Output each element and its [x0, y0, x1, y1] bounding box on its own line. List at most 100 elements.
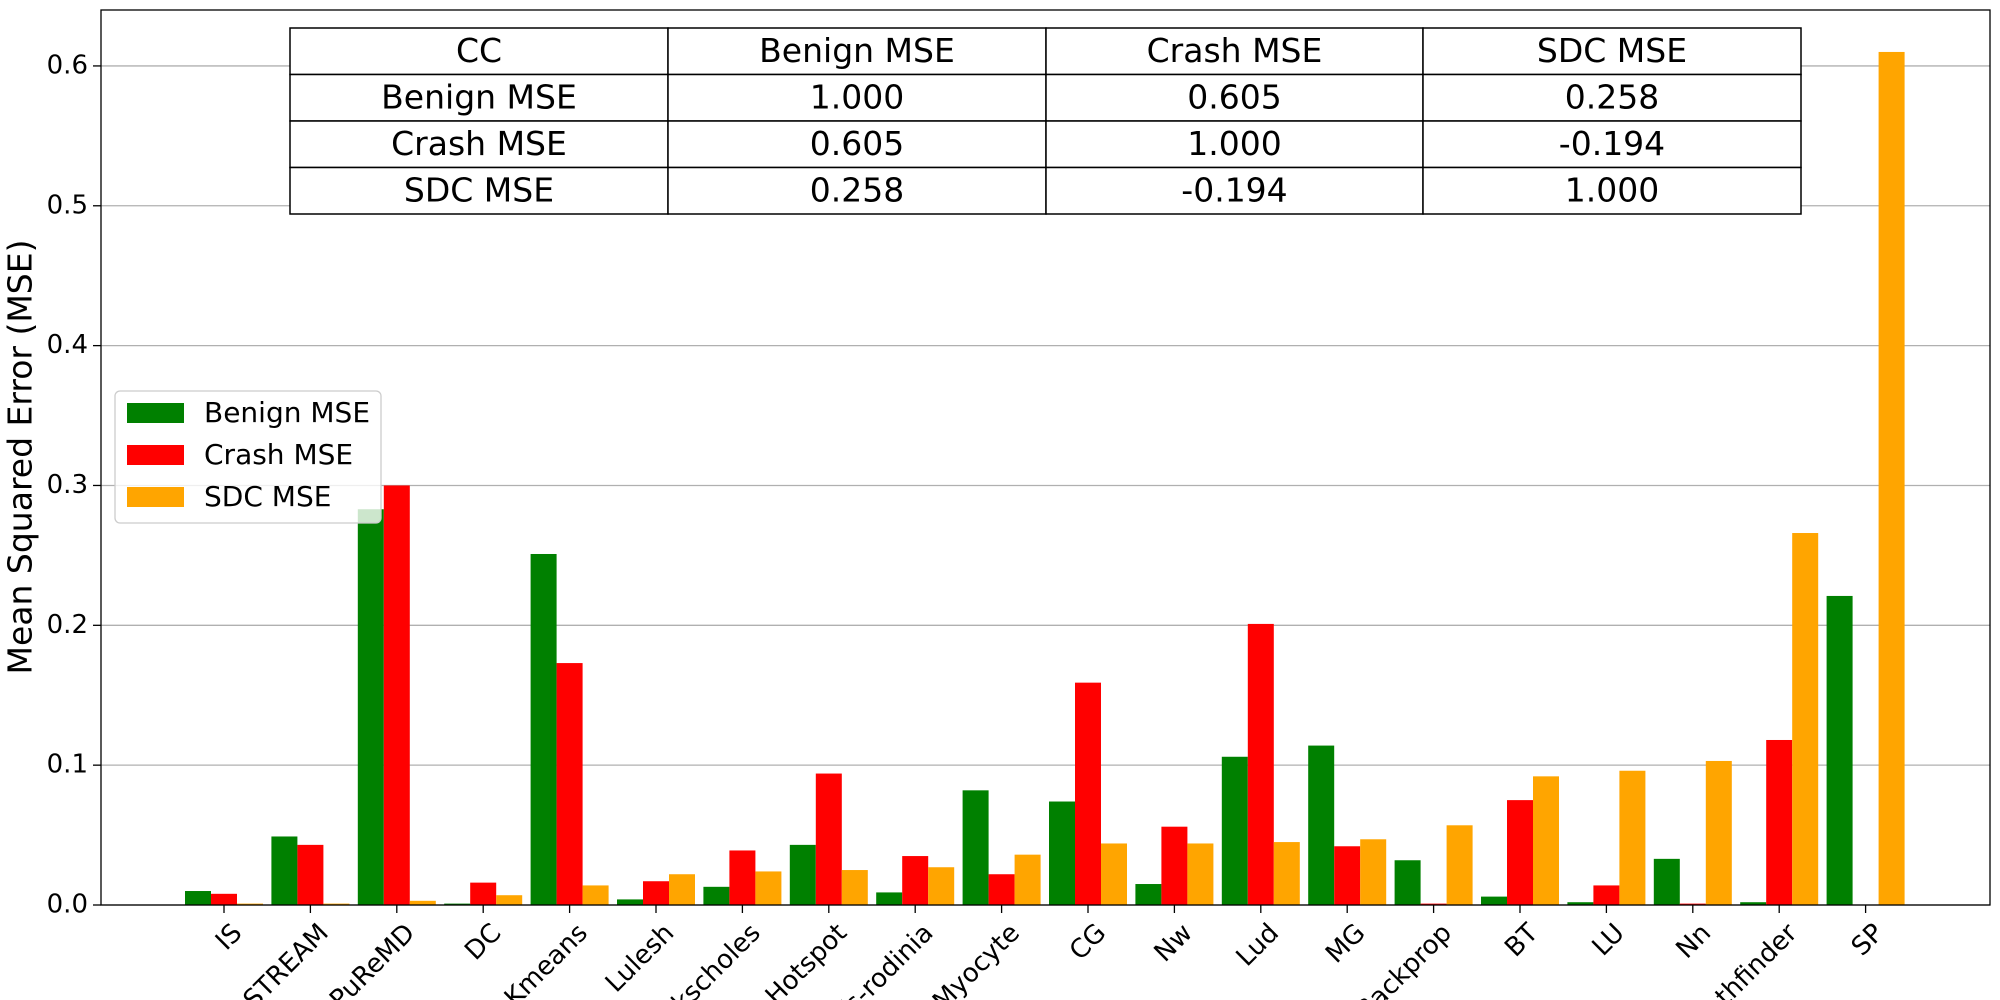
legend-swatch [127, 445, 184, 465]
x-tick-label: Nn [1670, 918, 1717, 965]
bar [902, 856, 929, 905]
table-cell [289, 120, 669, 169]
legend-swatch [127, 487, 184, 507]
x-tick-label: MG [1320, 918, 1371, 969]
y-tick-label: 0.1 [47, 750, 88, 780]
x-tick-label: SP [1846, 918, 1890, 962]
table-cell-text: 0.605 [1187, 77, 1281, 116]
bar [962, 790, 989, 905]
legend-label: Crash MSE [204, 438, 353, 471]
table-cell [1045, 166, 1424, 215]
legend-label: SDC MSE [204, 480, 331, 513]
table-cell-text: 1.000 [810, 77, 904, 116]
bar [988, 874, 1015, 905]
x-tick-label: BT [1499, 918, 1544, 963]
y-tick-label: 0.4 [47, 330, 88, 360]
bar [323, 903, 350, 905]
bar [1161, 826, 1188, 905]
bar [1334, 846, 1361, 905]
table-header: CC [456, 31, 502, 70]
x-tick-label: STREAM [238, 918, 335, 1000]
table-cell-text: Benign MSE [381, 77, 577, 116]
y-tick-label: 0.3 [47, 470, 88, 500]
bar [1792, 533, 1819, 905]
table-cell-text: Crash MSE [391, 124, 567, 163]
bar [1533, 776, 1559, 905]
bar [297, 844, 324, 905]
table-cell [667, 120, 1047, 169]
bar [1075, 682, 1101, 905]
bar [1308, 745, 1335, 905]
bar [1187, 843, 1214, 905]
bar [928, 867, 955, 905]
table-cell-text: -0.194 [1181, 170, 1287, 209]
bar [789, 844, 816, 905]
y-tick-label: 0.6 [47, 50, 88, 80]
bar [1273, 842, 1300, 905]
table-header: SDC MSE [1537, 31, 1687, 70]
y-tick-label: 0.5 [47, 190, 88, 220]
table-cell-text: 1.000 [1187, 124, 1281, 163]
bar [1740, 902, 1767, 905]
table-cell [289, 73, 669, 122]
x-tick-label: DC [459, 918, 507, 966]
bar [1360, 839, 1387, 905]
bar [1567, 902, 1594, 905]
bar [1049, 801, 1075, 905]
x-tick-label: CG [1064, 918, 1112, 966]
bar [1619, 770, 1646, 905]
x-tick-label: Lulesh [600, 918, 680, 998]
bar [237, 903, 263, 905]
plot-frame [100, 9, 1991, 906]
bar [582, 885, 609, 905]
table-cell [1422, 73, 1802, 122]
y-tick-label: 0.0 [47, 890, 88, 920]
bar [1507, 800, 1533, 905]
bar [617, 899, 643, 905]
bar [444, 903, 471, 905]
table-cell [1422, 166, 1802, 215]
table-cell [667, 166, 1047, 215]
table-cell [1422, 120, 1802, 169]
bar [556, 663, 583, 905]
table-header: Crash MSE [1147, 31, 1323, 70]
bar [470, 882, 497, 905]
table-cell [667, 73, 1047, 122]
bar [1705, 760, 1732, 905]
table-cell-text: -0.194 [1559, 124, 1665, 163]
legend-label: Benign MSE [204, 396, 370, 429]
bar [357, 509, 384, 905]
bar [1593, 885, 1620, 905]
x-tick-label: Kmeans [499, 918, 594, 1000]
bar [1014, 854, 1041, 905]
bar [729, 850, 756, 905]
bar [1653, 858, 1680, 905]
table-header: Benign MSE [759, 31, 955, 70]
x-tick-label: LU [1587, 918, 1631, 962]
bar [1247, 623, 1274, 905]
x-tick-label: Nw [1149, 918, 1199, 968]
bar [1446, 825, 1473, 905]
legend-swatch [127, 403, 184, 423]
table-cell [1045, 120, 1424, 169]
table-cell-text: 0.258 [1565, 77, 1659, 116]
table-cell-text: 0.258 [810, 170, 904, 209]
bar [703, 886, 730, 905]
table-cell-text: SDC MSE [404, 170, 554, 209]
bar [841, 870, 868, 905]
bar [1135, 884, 1162, 905]
bar [383, 485, 410, 905]
bar [815, 773, 842, 905]
x-tick-label: Backprop [1350, 918, 1458, 1000]
bar [669, 874, 695, 905]
bar [1221, 756, 1248, 905]
bar [1766, 739, 1793, 905]
x-tick-label: Hotspot [760, 918, 853, 1000]
y-axis-label: Mean Squared Error (MSE) [1, 240, 40, 675]
bar [876, 892, 903, 905]
bar [211, 893, 237, 905]
x-tick-label: Lud [1231, 918, 1285, 972]
table-cell-text: 1.000 [1565, 170, 1659, 209]
bar [409, 900, 436, 905]
